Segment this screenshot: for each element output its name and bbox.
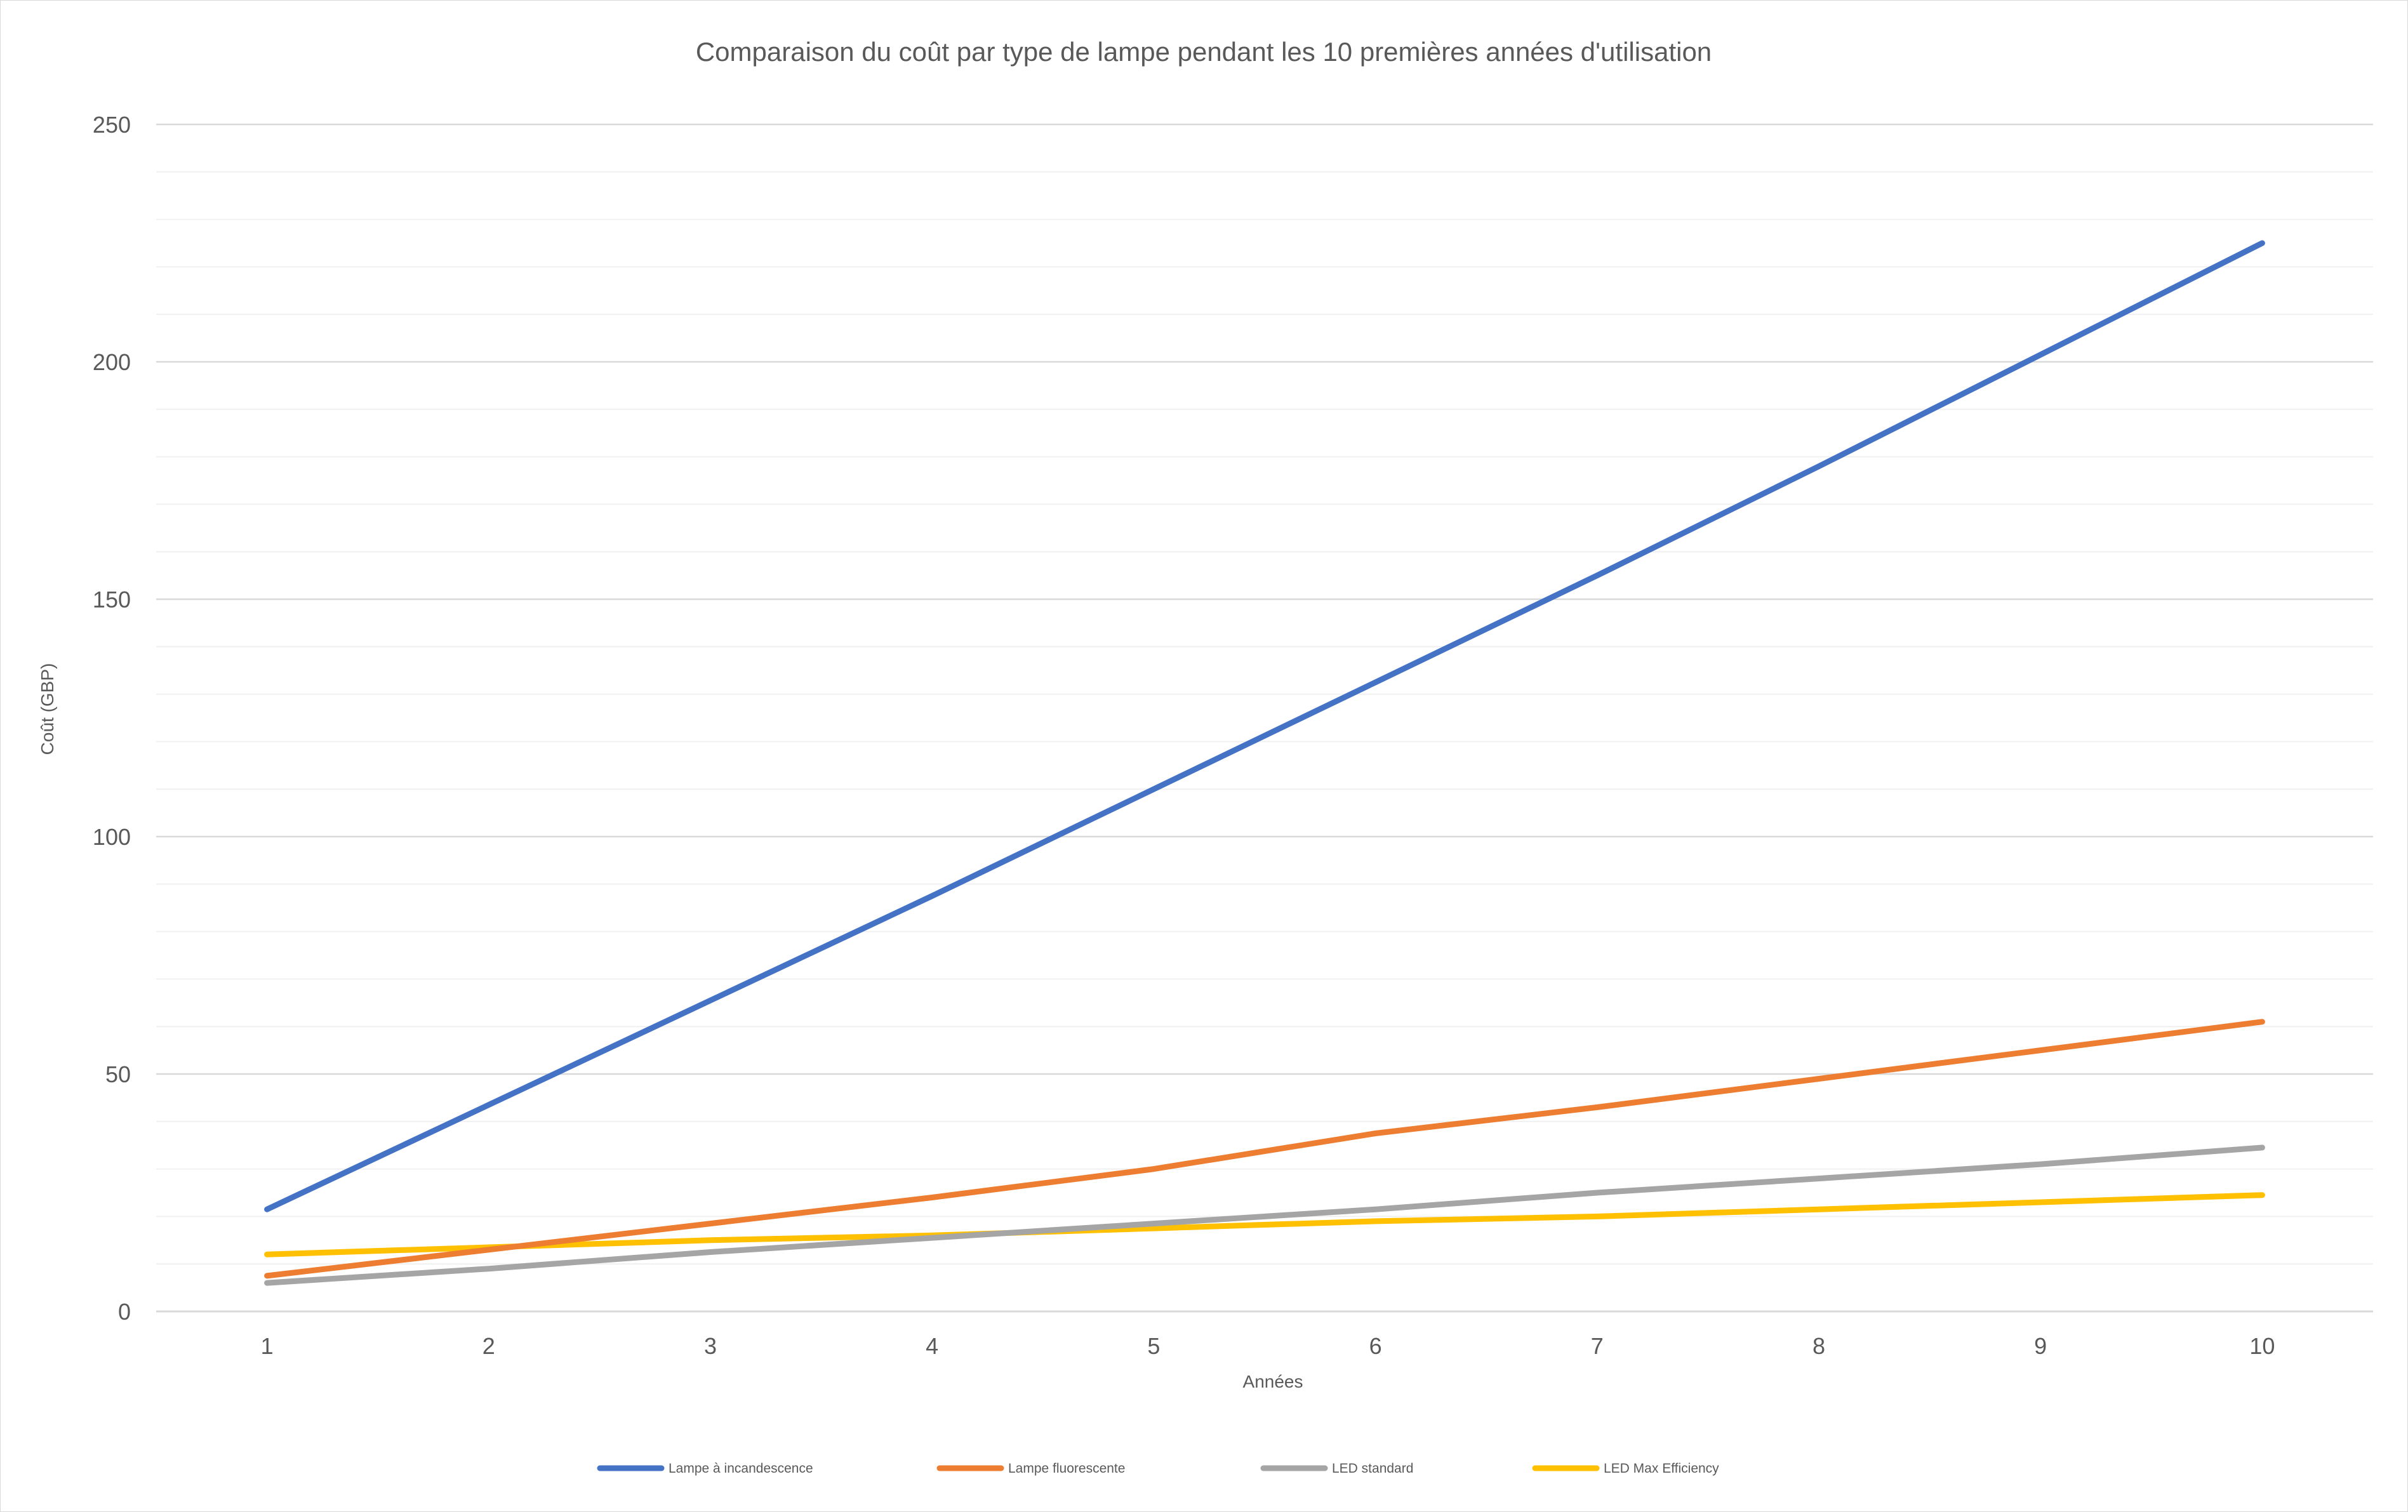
x-tick-label: 10 [2249,1333,2275,1359]
legend-label: Lampe à incandescence [669,1461,813,1476]
series-line-3 [264,1144,2265,1286]
series-lines [264,240,2265,1286]
x-tick-label: 6 [1369,1333,1382,1359]
y-tick-label: 150 [93,587,131,613]
series-line-2 [264,1019,2265,1279]
legend-item: Lampe fluorescente [936,1461,1125,1476]
x-tick-label: 1 [261,1333,274,1359]
x-axis-ticks: 1 2 3 4 5 6 7 8 9 10 [261,1333,2275,1359]
x-tick-label: 4 [926,1333,938,1359]
y-tick-label: 50 [105,1061,131,1087]
y-axis-ticks: 0 50 100 150 200 250 [93,112,131,1325]
y-axis-label: Coût (GBP) [37,663,57,755]
y-tick-label: 250 [93,112,131,138]
legend-item: LED standard [1260,1461,1413,1476]
x-tick-label: 8 [1813,1333,1825,1359]
x-axis-label: Années [1243,1372,1303,1391]
y-tick-label: 100 [93,824,131,850]
legend: Lampe à incandescence Lampe fluorescente L… [597,1461,1719,1476]
series-line-1 [264,240,2265,1212]
y-tick-label: 200 [93,349,131,375]
x-tick-label: 5 [1147,1333,1160,1359]
x-tick-label: 3 [704,1333,717,1359]
legend-label: LED Max Efficiency [1604,1461,1719,1476]
series-line-4 [264,1192,2265,1257]
chart-title: Comparaison du coût par type de lampe pe… [696,37,1712,67]
minor-gridlines [156,171,2373,1265]
legend-item: LED Max Efficiency [1532,1461,1719,1476]
y-tick-label: 0 [118,1299,131,1325]
legend-label: Lampe fluorescente [1008,1461,1125,1476]
major-gridlines [156,123,2373,1075]
x-tick-label: 9 [2034,1333,2047,1359]
x-tick-label: 2 [482,1333,495,1359]
legend-label: LED standard [1332,1461,1413,1476]
x-tick-label: 7 [1591,1333,1604,1359]
legend-item: Lampe à incandescence [597,1461,813,1476]
